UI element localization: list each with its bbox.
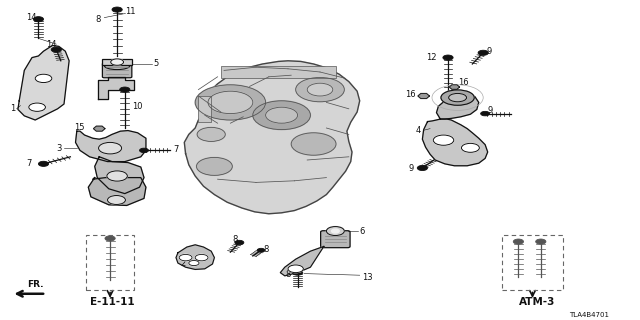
Circle shape xyxy=(179,254,192,261)
Polygon shape xyxy=(280,246,324,276)
Circle shape xyxy=(332,229,339,233)
Circle shape xyxy=(513,239,524,244)
Text: 8: 8 xyxy=(264,245,269,254)
Circle shape xyxy=(189,260,199,266)
Polygon shape xyxy=(98,77,134,99)
Text: 8: 8 xyxy=(96,15,101,24)
Circle shape xyxy=(208,91,253,114)
Polygon shape xyxy=(88,178,146,205)
Bar xyxy=(198,96,211,122)
Text: 6: 6 xyxy=(360,227,365,236)
Text: 16: 16 xyxy=(405,90,416,99)
Text: 4: 4 xyxy=(416,126,421,135)
Text: 12: 12 xyxy=(426,53,436,62)
Bar xyxy=(86,235,134,290)
Polygon shape xyxy=(418,93,429,99)
Text: 11: 11 xyxy=(125,7,136,16)
Ellipse shape xyxy=(441,90,474,105)
Polygon shape xyxy=(93,126,105,131)
Polygon shape xyxy=(76,131,146,162)
Circle shape xyxy=(35,74,52,83)
Circle shape xyxy=(112,7,122,12)
FancyBboxPatch shape xyxy=(102,63,132,78)
Circle shape xyxy=(235,240,244,245)
Text: 10: 10 xyxy=(132,102,143,111)
Text: 9: 9 xyxy=(488,106,493,115)
Circle shape xyxy=(120,87,130,92)
Bar xyxy=(502,235,563,290)
Text: 14: 14 xyxy=(26,13,36,22)
Ellipse shape xyxy=(449,93,467,102)
Circle shape xyxy=(197,127,225,141)
Circle shape xyxy=(29,103,45,111)
Circle shape xyxy=(51,47,61,52)
Text: 1: 1 xyxy=(10,104,15,113)
Text: 8: 8 xyxy=(286,270,291,279)
Circle shape xyxy=(326,227,344,236)
Circle shape xyxy=(443,55,453,60)
Polygon shape xyxy=(18,45,69,120)
Text: 9: 9 xyxy=(408,164,413,173)
Polygon shape xyxy=(176,245,214,269)
Text: 5: 5 xyxy=(154,60,159,68)
Text: 9: 9 xyxy=(486,47,492,56)
Text: ATM-3: ATM-3 xyxy=(520,297,556,308)
Circle shape xyxy=(536,239,546,244)
Ellipse shape xyxy=(104,61,130,69)
Text: E-11-11: E-11-11 xyxy=(90,297,134,308)
Circle shape xyxy=(140,148,148,153)
Circle shape xyxy=(307,83,333,96)
Polygon shape xyxy=(95,157,144,194)
Text: 7: 7 xyxy=(27,159,32,168)
Circle shape xyxy=(38,161,49,166)
Circle shape xyxy=(481,111,490,116)
Circle shape xyxy=(33,17,44,22)
Text: 16: 16 xyxy=(458,78,468,87)
Circle shape xyxy=(266,107,298,123)
Circle shape xyxy=(257,248,265,252)
Bar xyxy=(221,66,336,78)
Circle shape xyxy=(107,171,127,181)
Circle shape xyxy=(111,59,124,65)
Circle shape xyxy=(108,196,125,204)
Circle shape xyxy=(195,85,266,120)
Text: 7: 7 xyxy=(173,145,178,154)
Circle shape xyxy=(196,157,232,175)
Circle shape xyxy=(461,143,479,152)
Circle shape xyxy=(292,270,303,275)
Circle shape xyxy=(291,133,336,155)
Circle shape xyxy=(253,101,310,130)
Polygon shape xyxy=(436,94,479,119)
Circle shape xyxy=(433,135,454,145)
Polygon shape xyxy=(449,85,460,89)
FancyBboxPatch shape xyxy=(102,59,132,65)
Text: 13: 13 xyxy=(362,273,372,282)
Polygon shape xyxy=(422,119,488,166)
Text: 2: 2 xyxy=(180,260,186,268)
Circle shape xyxy=(478,50,488,55)
Text: 8: 8 xyxy=(233,236,238,244)
Text: FR.: FR. xyxy=(27,280,44,289)
Circle shape xyxy=(99,142,122,154)
Circle shape xyxy=(296,77,344,102)
Circle shape xyxy=(417,165,428,171)
Text: 14: 14 xyxy=(46,40,56,49)
Text: 3: 3 xyxy=(57,144,62,153)
Polygon shape xyxy=(184,61,360,214)
Text: 15: 15 xyxy=(74,124,84,132)
FancyBboxPatch shape xyxy=(321,231,350,248)
Text: TLA4B4701: TLA4B4701 xyxy=(569,312,609,318)
Circle shape xyxy=(288,265,303,273)
Circle shape xyxy=(195,254,208,261)
Circle shape xyxy=(105,236,115,241)
